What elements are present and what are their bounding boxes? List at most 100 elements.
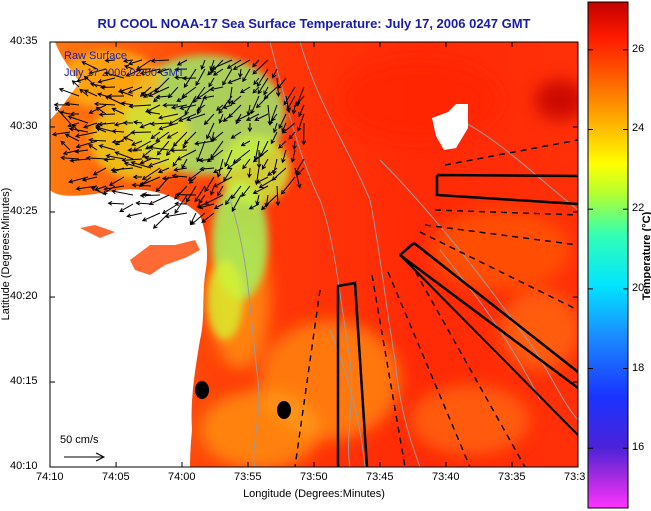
x-axis-label: Longitude (Degrees:Minutes) (243, 488, 385, 500)
current-vector (267, 167, 278, 177)
current-vector (111, 139, 125, 145)
current-vector (242, 158, 251, 170)
current-vector (275, 185, 281, 207)
current-vector (292, 140, 297, 151)
current-vector (132, 140, 152, 152)
current-vector (166, 131, 179, 139)
current-vector (248, 203, 260, 210)
current-vector (125, 68, 143, 77)
current-vector (226, 158, 242, 170)
current-vector (281, 149, 287, 164)
current-vector (74, 148, 89, 154)
current-vector (93, 101, 116, 107)
current-vector (98, 144, 116, 151)
current-vector (64, 101, 80, 107)
current-vector (253, 77, 260, 86)
current-vector (201, 212, 215, 223)
current-vector (239, 86, 251, 94)
current-vector (174, 67, 188, 72)
current-vector (272, 122, 278, 134)
current-vector (255, 95, 269, 109)
current-vector (74, 131, 98, 139)
current-vector (268, 104, 278, 126)
current-vector (291, 104, 297, 115)
overlay-label-raw: Raw Surface (64, 50, 127, 62)
current-vector (103, 185, 125, 192)
current-vector (69, 111, 80, 117)
current-vector (296, 167, 305, 176)
current-vector (83, 75, 98, 88)
current-vector (241, 185, 251, 198)
current-vector (211, 59, 233, 70)
current-vector (104, 95, 125, 106)
y-tick-label: 40:25 (10, 204, 38, 217)
current-vector (257, 77, 269, 95)
current-vector (162, 102, 179, 108)
current-vector (139, 86, 152, 97)
current-vector (203, 113, 215, 126)
current-vector (184, 95, 197, 116)
current-vector (60, 155, 80, 161)
current-vector (120, 101, 134, 106)
current-vector (107, 200, 125, 206)
current-vector (196, 140, 206, 163)
current-vector (143, 86, 161, 98)
current-vector (188, 176, 197, 184)
current-vector (204, 176, 215, 193)
current-vector (149, 121, 170, 127)
current-vector (174, 185, 188, 200)
current-vector (298, 104, 305, 118)
current-vector (88, 144, 98, 151)
current-vector (111, 189, 134, 196)
current-vector (247, 122, 253, 133)
current-vector (252, 86, 260, 94)
y-tick-label: 40:15 (10, 375, 38, 388)
current-vector (238, 68, 243, 79)
current-vector (71, 80, 80, 88)
current-vector (252, 59, 260, 68)
current-vector (97, 77, 116, 84)
current-vector (139, 122, 152, 129)
current-vector (218, 95, 233, 115)
x-tick-label: 73:45 (366, 471, 394, 483)
current-vector (277, 77, 287, 90)
mooring-marker-1 (195, 381, 209, 399)
current-vector (216, 104, 224, 111)
y-tick-label: 40:35 (10, 35, 38, 47)
current-vector (260, 194, 278, 211)
x-tick-label: 73:55 (233, 471, 262, 483)
mooring-marker-2 (277, 401, 291, 419)
current-vector (90, 186, 107, 196)
current-vector (155, 94, 170, 100)
current-vector (157, 113, 179, 120)
current-vector (67, 115, 89, 124)
bay-shoreline (80, 225, 200, 275)
current-vector (81, 61, 98, 70)
current-vector (182, 140, 188, 150)
current-vector (79, 88, 89, 97)
current-vector (144, 155, 161, 161)
current-vector (280, 176, 296, 195)
current-vector (176, 59, 188, 66)
current-vector (174, 201, 188, 207)
current-vector (108, 176, 125, 186)
current-vector (211, 131, 224, 142)
current-vector (82, 122, 98, 129)
current-vector (97, 121, 116, 127)
current-vector (135, 200, 152, 206)
y-axis-ticks (50, 41, 578, 468)
current-vector (250, 95, 260, 115)
current-vector (156, 140, 170, 156)
current-vector (88, 68, 107, 75)
current-vector (123, 136, 134, 142)
current-vector (258, 176, 278, 189)
current-vector (179, 104, 197, 111)
x-tick-label: 74:05 (102, 471, 130, 483)
current-vector (75, 140, 98, 149)
current-vector (126, 212, 143, 218)
current-vector (263, 86, 278, 100)
current-vector (225, 194, 233, 206)
current-vector (164, 212, 188, 219)
current-vector (81, 176, 98, 182)
current-vector (122, 120, 134, 126)
